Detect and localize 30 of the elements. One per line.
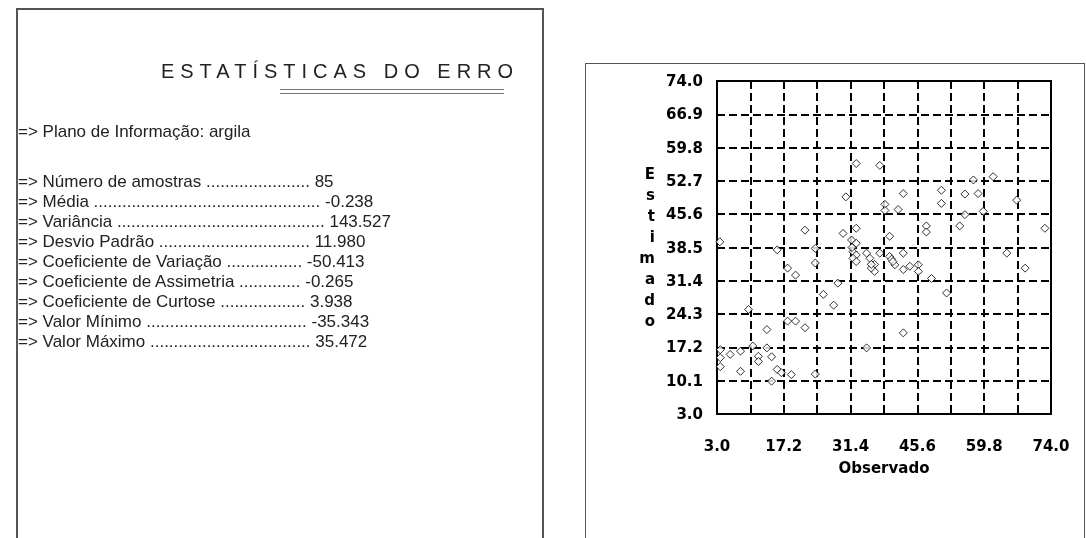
x-tick-label: 74.0 <box>1032 436 1070 455</box>
text: => Número de amostras ...................... 85 <box>18 172 335 192</box>
y-tick-label: 45.6 <box>665 205 703 224</box>
x-tick-label: 31.4 <box>832 436 870 455</box>
text: ESTATÍSTICAS DO ERRO <box>159 60 521 83</box>
y-tick-label: 52.7 <box>665 171 703 190</box>
text: => Coeficiente de Variação ................ -50.413 <box>18 252 366 272</box>
text: => Coeficiente de Curtose .................. 3.938 <box>18 292 354 312</box>
y-tick-label: 10.1 <box>665 371 703 390</box>
text: => Coeficiente de Assimetria ............. -0.265 <box>18 272 355 292</box>
x-tick-label: 3.0 <box>703 436 731 455</box>
text: => Variância ............................................ 143.527 <box>18 212 392 232</box>
text: => Valor Mínimo .................................. -35.343 <box>18 312 371 332</box>
y-tick-label: 38.5 <box>665 238 703 257</box>
y-tick-label: 3.0 <box>676 405 703 423</box>
y-tick-label: 17.2 <box>665 338 703 357</box>
y-tick-label: 59.8 <box>665 138 703 157</box>
text: => Valor Máximo .................................. 35.472 <box>18 332 369 352</box>
y-tick-label: 24.3 <box>665 305 703 324</box>
y-tick-label: 74.0 <box>665 72 703 90</box>
x-tick-label: 59.8 <box>965 436 1003 455</box>
y-tick-label: 66.9 <box>665 105 703 124</box>
text: => Média ................................................ -0.238 <box>18 192 375 212</box>
text: => Plano de Informação: argila <box>18 122 252 142</box>
y-axis-title: Estimado <box>639 165 656 330</box>
x-tick-label: 45.6 <box>898 436 936 455</box>
text: => Desvio Padrão ................................ 11.980 <box>18 232 367 252</box>
x-axis-title: Observado <box>838 459 930 478</box>
x-tick-label: 17.2 <box>765 436 803 455</box>
y-tick-label: 31.4 <box>665 271 703 290</box>
